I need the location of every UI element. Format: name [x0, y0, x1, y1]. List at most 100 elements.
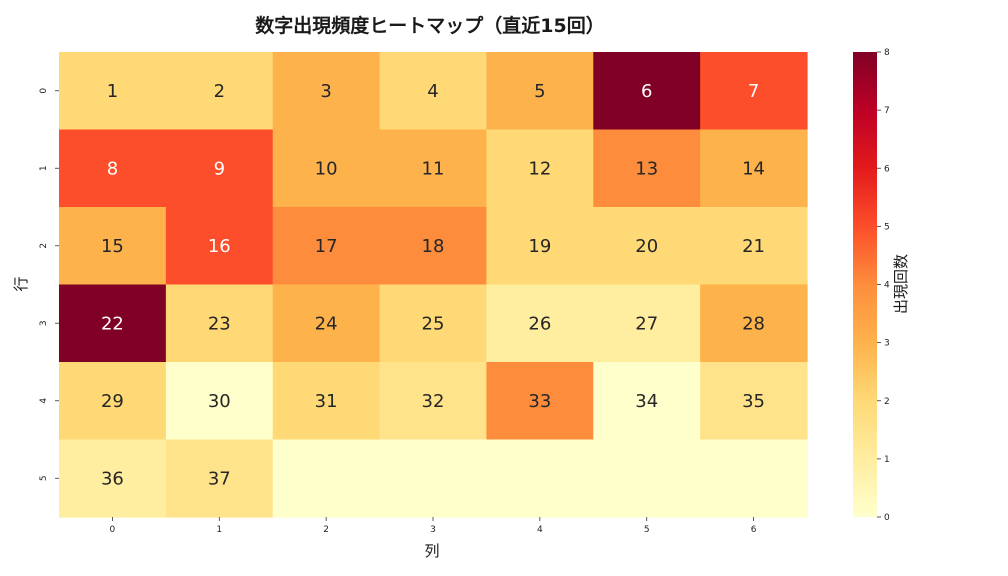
heatmap-cell — [165, 207, 274, 286]
heatmap-cell — [272, 439, 381, 518]
cell-annotation: 33 — [528, 391, 551, 412]
y-tick-label: 2 — [39, 243, 49, 249]
cell-annotation: 12 — [528, 158, 551, 179]
cell-annotation: 35 — [742, 391, 765, 412]
colorbar-tick-label: 6 — [884, 164, 890, 174]
y-tick-label: 4 — [39, 398, 49, 404]
cell-annotation: 36 — [101, 468, 124, 489]
cell-annotation: 9 — [214, 158, 225, 179]
colorbar-tick-label: 7 — [884, 106, 890, 116]
heatmap-cell — [700, 284, 808, 363]
colorbar — [853, 52, 877, 517]
y-tick-label: 1 — [39, 165, 49, 171]
heatmap-cell — [379, 129, 488, 208]
colorbar-tick-label: 8 — [884, 48, 890, 58]
cell-annotation: 14 — [742, 158, 765, 179]
heatmap-cell — [700, 52, 808, 131]
y-tick-label: 5 — [39, 475, 49, 481]
cell-annotation: 28 — [742, 313, 765, 334]
cell-annotation: 17 — [315, 236, 338, 257]
cell-annotation: 26 — [528, 313, 551, 334]
heatmap-cell — [59, 129, 167, 208]
cell-annotation: 37 — [208, 468, 231, 489]
x-tick-label: 6 — [751, 525, 757, 535]
heatmap-cell — [593, 52, 701, 131]
cell-annotation: 6 — [641, 81, 652, 102]
heatmap-cell — [59, 207, 167, 286]
heatmap-cell — [593, 207, 701, 286]
cell-annotation: 25 — [422, 313, 445, 334]
heatmap-cell — [272, 362, 381, 441]
cell-annotation: 1 — [107, 81, 118, 102]
heatmap-cell — [379, 52, 488, 131]
y-tick-label: 0 — [39, 88, 49, 94]
heatmap-cell — [165, 129, 274, 208]
heatmap-cell — [272, 207, 381, 286]
cell-annotation: 2 — [214, 81, 225, 102]
heatmap-cell — [59, 52, 167, 131]
cell-annotation: 10 — [315, 158, 338, 179]
cell-annotation: 31 — [315, 391, 338, 412]
heatmap-cell — [593, 439, 701, 518]
cell-annotation: 23 — [208, 313, 231, 334]
colorbar-label: 出現回数 — [892, 254, 910, 314]
x-tick-label: 5 — [644, 525, 650, 535]
cell-annotation: 32 — [422, 391, 445, 412]
x-tick-label: 3 — [430, 525, 436, 535]
heatmap-cell — [700, 207, 808, 286]
colorbar-ticks: 0 1 2 3 4 5 6 7 8 — [877, 48, 890, 523]
cell-annotation: 22 — [101, 313, 124, 334]
cell-annotation: 7 — [748, 81, 759, 102]
cell-annotation: 24 — [315, 313, 338, 334]
heatmap-cell — [59, 284, 167, 363]
colorbar-tick-label: 3 — [884, 339, 890, 349]
heatmap-cell — [593, 362, 701, 441]
heatmap-cell — [593, 129, 701, 208]
heatmap-cell — [379, 362, 488, 441]
heatmap-cell — [165, 52, 274, 131]
x-tick-label: 4 — [537, 525, 543, 535]
y-axis-label: 行 — [12, 276, 30, 291]
cell-annotation: 27 — [635, 313, 658, 334]
heatmap-cell — [272, 129, 381, 208]
heatmap-cell — [700, 362, 808, 441]
heatmap-cell — [486, 207, 594, 286]
x-axis-ticks: 0 1 2 3 4 5 6 — [110, 517, 757, 535]
heatmap-cell — [486, 52, 594, 131]
cell-annotation: 13 — [635, 158, 658, 179]
cell-annotation: 16 — [208, 236, 231, 257]
colorbar-tick-label: 5 — [884, 222, 890, 232]
y-axis-ticks: 0 1 2 3 4 5 — [39, 88, 59, 481]
heatmap-cell — [700, 439, 808, 518]
heatmap-cell — [486, 439, 594, 518]
cell-annotation: 8 — [107, 158, 118, 179]
y-tick-label: 3 — [39, 320, 49, 326]
x-axis-label: 列 — [424, 542, 439, 560]
heatmap-cell — [165, 362, 274, 441]
heatmap-cell — [165, 284, 274, 363]
colorbar-tick-label: 1 — [884, 455, 890, 465]
heatmap-cell — [486, 284, 594, 363]
heatmap-cell — [165, 439, 274, 518]
heatmap-cell — [379, 284, 488, 363]
heatmap-cell — [272, 52, 381, 131]
heatmap-cell — [486, 129, 594, 208]
heatmap-cell — [379, 207, 488, 286]
heatmap-cell — [272, 284, 381, 363]
cell-annotation: 18 — [422, 236, 445, 257]
heatmap-cell — [59, 439, 167, 518]
cell-annotation: 21 — [742, 236, 765, 257]
cell-annotation: 34 — [635, 391, 658, 412]
heatmap-cell — [700, 129, 808, 208]
colorbar-tick-label: 0 — [884, 513, 890, 523]
colorbar-tick-label: 4 — [884, 281, 890, 291]
heatmap-cell — [593, 284, 701, 363]
cell-annotation: 30 — [208, 391, 231, 412]
cell-annotation: 19 — [528, 236, 551, 257]
cell-annotation: 4 — [427, 81, 438, 102]
colorbar-tick-label: 2 — [884, 397, 890, 407]
heatmap-cell — [59, 362, 167, 441]
